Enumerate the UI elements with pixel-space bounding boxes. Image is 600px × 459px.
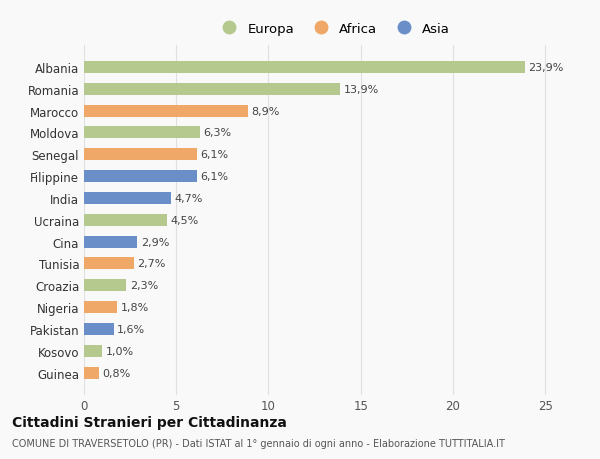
Text: 0,8%: 0,8%	[102, 368, 130, 378]
Bar	[84, 367, 99, 379]
Text: 1,0%: 1,0%	[106, 346, 134, 356]
Text: 1,8%: 1,8%	[121, 302, 149, 313]
Bar	[84, 323, 113, 335]
Text: 1,6%: 1,6%	[117, 325, 145, 334]
Bar	[84, 280, 127, 292]
Bar	[84, 62, 525, 74]
Text: 2,3%: 2,3%	[130, 281, 158, 291]
Bar	[84, 149, 197, 161]
Bar	[84, 214, 167, 226]
Text: 8,9%: 8,9%	[251, 106, 280, 116]
Text: 6,1%: 6,1%	[200, 172, 228, 182]
Text: 6,3%: 6,3%	[203, 128, 232, 138]
Bar	[84, 127, 200, 139]
Bar	[84, 171, 197, 183]
Text: 13,9%: 13,9%	[344, 84, 379, 95]
Bar	[84, 84, 340, 95]
Text: 4,5%: 4,5%	[170, 215, 199, 225]
Text: 23,9%: 23,9%	[528, 63, 563, 73]
Text: Cittadini Stranieri per Cittadinanza: Cittadini Stranieri per Cittadinanza	[12, 415, 287, 429]
Text: COMUNE DI TRAVERSETOLO (PR) - Dati ISTAT al 1° gennaio di ogni anno - Elaborazio: COMUNE DI TRAVERSETOLO (PR) - Dati ISTAT…	[12, 438, 505, 448]
Text: 6,1%: 6,1%	[200, 150, 228, 160]
Bar	[84, 345, 103, 357]
Bar	[84, 106, 248, 118]
Bar	[84, 302, 117, 313]
Text: 2,9%: 2,9%	[141, 237, 169, 247]
Bar	[84, 192, 170, 205]
Legend: Europa, Africa, Asia: Europa, Africa, Asia	[211, 17, 455, 41]
Text: 4,7%: 4,7%	[174, 194, 202, 203]
Bar	[84, 258, 134, 270]
Bar	[84, 236, 137, 248]
Text: 2,7%: 2,7%	[137, 259, 166, 269]
